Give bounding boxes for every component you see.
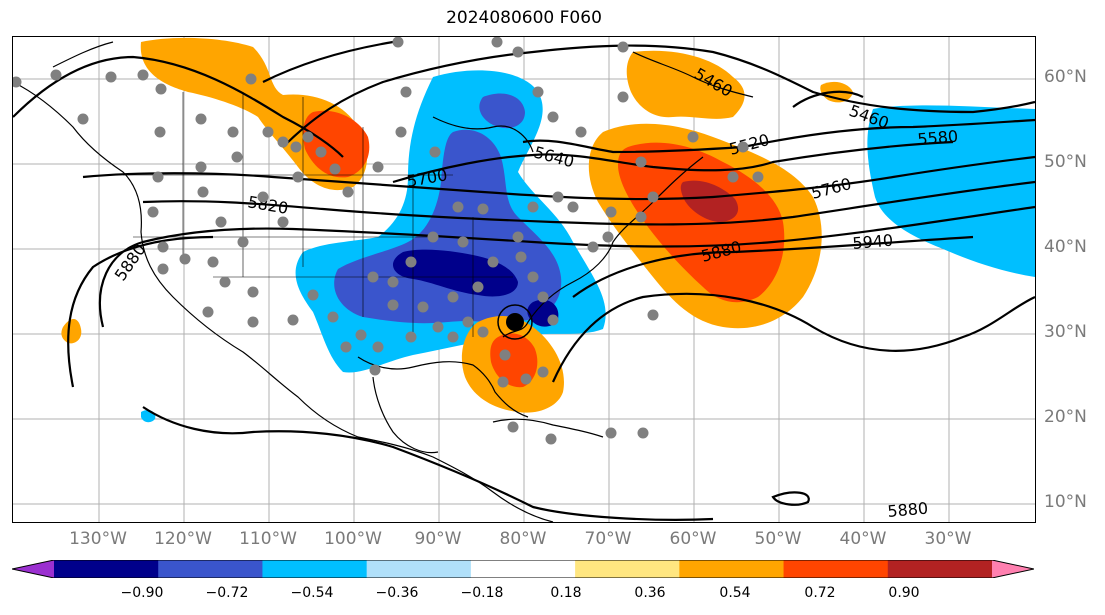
lon-label-70w: 70°W — [584, 529, 632, 549]
lon-label-120w: 120°W — [154, 529, 212, 549]
colorbar-tick: 0.54 — [719, 585, 751, 601]
colorbar-tick: 0.18 — [550, 585, 582, 601]
colorbar-segment — [54, 560, 159, 578]
lon-label-60w: 60°W — [669, 529, 717, 549]
colorbar-segment — [470, 560, 576, 578]
lat-label-30n: 30°N — [1044, 322, 1087, 342]
colorbar-segment — [887, 560, 993, 578]
lat-label-20n: 20°N — [1044, 407, 1087, 427]
contour-label: 5760 — [809, 174, 853, 203]
contour-label: 5880 — [887, 499, 929, 521]
coastlines — [13, 41, 754, 522]
colorbar-segment — [158, 560, 263, 578]
contour-label: 5580 — [917, 127, 959, 149]
colorbar-segment — [366, 560, 472, 578]
contour-label: 5940 — [852, 231, 894, 253]
lon-label-110w: 110°W — [239, 529, 297, 549]
colorbar-tick: −0.36 — [375, 585, 419, 601]
lon-label-80w: 80°W — [499, 529, 547, 549]
colorbar-extend-high — [992, 560, 1034, 578]
colorbar — [12, 560, 1034, 578]
colorbar-segment — [262, 560, 368, 578]
lon-label-90w: 90°W — [414, 529, 462, 549]
lat-label-50n: 50°N — [1044, 152, 1087, 172]
colorbar-tick: −0.90 — [120, 585, 164, 601]
colorbar-tick: 0.90 — [888, 585, 920, 601]
lon-label-30w: 30°W — [924, 529, 972, 549]
storm-center-marker — [497, 304, 533, 340]
contour-label: 5640 — [532, 143, 576, 172]
lon-label-40w: 40°W — [839, 529, 887, 549]
colorbar-tick: −0.72 — [205, 585, 249, 601]
colorbar-extend-low — [12, 560, 54, 578]
colorbar-tick: −0.54 — [290, 585, 334, 601]
lat-label-10n: 10°N — [1044, 492, 1087, 512]
lon-label-130w: 130°W — [69, 529, 127, 549]
station-markers — [13, 37, 764, 445]
negative-anomaly-fill — [141, 70, 1035, 423]
lon-label-100w: 100°W — [324, 529, 382, 549]
lat-label-40n: 40°N — [1044, 237, 1087, 257]
lon-label-50w: 50°W — [754, 529, 802, 549]
colorbar-segment — [783, 560, 889, 578]
colorbar-tick: −0.18 — [460, 585, 504, 601]
colorbar-tick: 0.72 — [804, 585, 836, 601]
colorbar-segment — [575, 560, 680, 578]
colorbar-tick: 0.36 — [634, 585, 666, 601]
colorbar-segment — [679, 560, 785, 578]
map-title: 2024080600 F060 — [446, 8, 602, 28]
map-canvas: 5460 5460 5520 5580 5640 5700 5760 5820 … — [13, 37, 1035, 522]
positive-anomaly-fill — [61, 37, 853, 413]
lat-label-60n: 60°N — [1044, 67, 1087, 87]
map-panel[interactable]: 5460 5460 5520 5580 5640 5700 5760 5820 … — [12, 36, 1036, 523]
